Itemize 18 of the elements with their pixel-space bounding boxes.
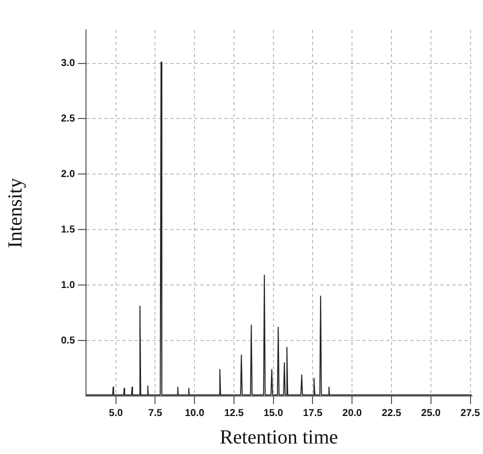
x-tick-label: 10.0 [184, 408, 205, 419]
y-tick-label: 0.5 [60, 335, 76, 346]
x-tick-label: 12.5 [224, 408, 244, 419]
y-tick-label: 2.5 [60, 113, 76, 124]
y-axis-title: Intensity [4, 178, 26, 248]
x-tick-label: 20.0 [342, 408, 362, 419]
x-axis-title: Retention time [220, 426, 338, 448]
x-tick-label: 5.0 [108, 408, 124, 419]
x-tick-label: 17.5 [302, 408, 323, 419]
x-tick-label: 15.0 [264, 408, 284, 419]
x-tick-label: 27.5 [460, 408, 480, 419]
y-tick-label: 1.0 [60, 280, 76, 291]
x-tick-label: 22.5 [382, 408, 402, 419]
x-tick-label: 7.5 [148, 408, 163, 419]
x-tick-label: 25.0 [421, 408, 442, 419]
y-tick-label: 3.0 [60, 58, 76, 70]
y-tick-label: 2.0 [60, 168, 76, 180]
y-tick-label: 1.5 [60, 224, 76, 236]
